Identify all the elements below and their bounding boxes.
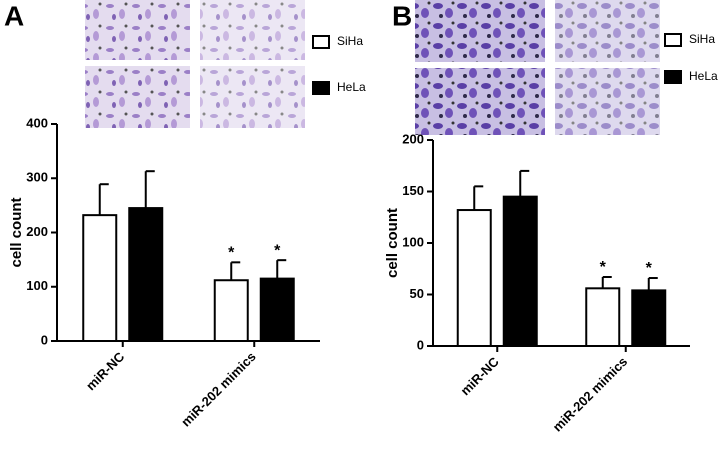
- bar: [213, 279, 249, 342]
- significance-mark: *: [228, 245, 235, 262]
- y-tick-label: 200: [402, 131, 424, 146]
- micrographs-a: [85, 0, 305, 128]
- micrographs-b: [415, 0, 660, 135]
- y-tick-label: 200: [26, 224, 48, 239]
- micrograph: [415, 0, 545, 62]
- y-tick-label: 150: [402, 183, 424, 198]
- y-tick-label: 400: [26, 115, 48, 130]
- micrograph: [200, 0, 305, 60]
- micrograph: [555, 0, 660, 62]
- x-tick-label: miR-NC: [457, 354, 502, 399]
- y-tick-label: 0: [41, 332, 48, 347]
- y-axis-label: cell count: [384, 208, 401, 278]
- legend-swatch: [664, 70, 682, 84]
- panel-label: B: [392, 0, 412, 31]
- bar: [82, 214, 118, 342]
- y-axis-label: cell count: [8, 197, 25, 267]
- significance-mark: *: [646, 260, 653, 277]
- micrograph: [85, 66, 190, 128]
- x-tick-label: miR-202 mimics: [550, 354, 631, 435]
- significance-mark: *: [274, 242, 281, 259]
- significance-mark: *: [600, 259, 607, 276]
- micrograph: [85, 0, 190, 60]
- panel-label: A: [4, 0, 24, 31]
- bar: [585, 287, 621, 348]
- legend-label: SiHa: [337, 34, 363, 48]
- micrograph: [555, 68, 660, 135]
- y-tick-label: 300: [26, 170, 48, 185]
- bar: [259, 277, 295, 342]
- legend-swatch: [312, 35, 330, 49]
- legend-swatch: [312, 81, 330, 95]
- micrograph: [200, 66, 305, 128]
- y-tick-label: 100: [402, 234, 424, 249]
- legend-label: HeLa: [337, 80, 366, 94]
- bar: [631, 289, 667, 348]
- legend-label: SiHa: [689, 32, 715, 46]
- y-tick-label: 0: [417, 337, 424, 352]
- x-tick-label: miR-NC: [83, 349, 128, 394]
- y-tick-label: 50: [410, 286, 424, 301]
- bar: [502, 195, 538, 347]
- legend-swatch: [664, 33, 682, 47]
- micrograph: [415, 68, 545, 135]
- bar: [128, 207, 164, 342]
- legend-label: HeLa: [689, 69, 718, 83]
- bar: [456, 209, 492, 347]
- x-tick-label: miR-202 mimics: [178, 349, 259, 430]
- y-tick-label: 100: [26, 278, 48, 293]
